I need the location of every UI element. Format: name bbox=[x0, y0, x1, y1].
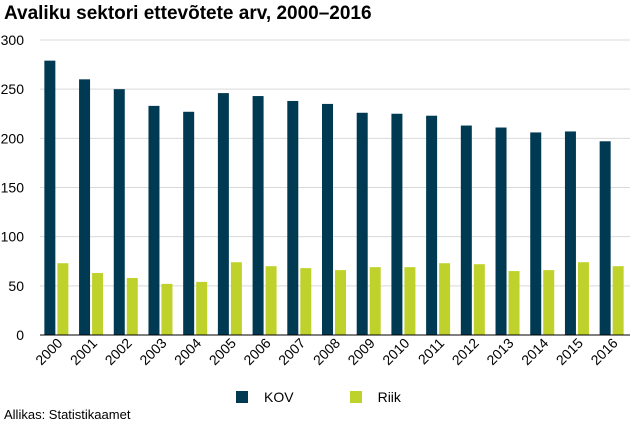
chart-title: Avaliku sektori ettevõtete arv, 2000–201… bbox=[4, 3, 372, 24]
bar-kov-2016 bbox=[599, 141, 611, 335]
y-tick-label: 100 bbox=[1, 229, 25, 245]
bar-kov-2002 bbox=[113, 89, 125, 336]
bar-kov-2011 bbox=[426, 115, 438, 335]
y-tick-label: 0 bbox=[16, 327, 24, 343]
bar-riik-2009 bbox=[369, 267, 381, 335]
bar-riik-2015 bbox=[577, 262, 589, 335]
bar-kov-2009 bbox=[356, 112, 368, 336]
y-tick-label: 150 bbox=[1, 180, 25, 196]
bar-riik-2005 bbox=[230, 262, 242, 335]
x-tick-label: 2000 bbox=[32, 335, 65, 368]
bar-riik-2012 bbox=[473, 264, 485, 335]
bar-riik-2004 bbox=[196, 281, 208, 335]
y-tick-label: 200 bbox=[1, 130, 25, 146]
x-tick-label: 2012 bbox=[449, 335, 482, 368]
bar-riik-2002 bbox=[126, 277, 138, 335]
bar-riik-2013 bbox=[508, 271, 520, 335]
bar-kov-2006 bbox=[252, 96, 264, 335]
legend-label-kov: KOV bbox=[264, 389, 294, 405]
x-tick-label: 2015 bbox=[553, 335, 586, 368]
legend-swatch-kov bbox=[236, 391, 248, 403]
legend: KOV Riik bbox=[236, 387, 457, 407]
bar-kov-2012 bbox=[460, 125, 472, 335]
x-tick-label: 2011 bbox=[415, 335, 448, 368]
x-tick-label: 2016 bbox=[587, 335, 620, 368]
bar-kov-2010 bbox=[391, 113, 403, 335]
x-tick-label: 2002 bbox=[102, 335, 135, 368]
x-tick-label: 2001 bbox=[67, 335, 100, 368]
x-tick-label: 2007 bbox=[275, 335, 308, 368]
y-tick-label: 250 bbox=[1, 81, 25, 97]
y-tick-label: 50 bbox=[8, 278, 24, 294]
x-tick-label: 2014 bbox=[518, 335, 551, 368]
bar-kov-2008 bbox=[322, 103, 333, 336]
legend-label-riik: Riik bbox=[377, 389, 401, 405]
x-tick-label: 2010 bbox=[379, 335, 412, 368]
bar-kov-2003 bbox=[148, 105, 160, 335]
bar-kov-2007 bbox=[287, 100, 299, 335]
bar-kov-2001 bbox=[79, 79, 91, 335]
legend-item-riik: Riik bbox=[349, 389, 401, 405]
bar-kov-2000 bbox=[44, 60, 56, 336]
bar-kov-2014 bbox=[530, 132, 542, 335]
bar-riik-2003 bbox=[161, 283, 173, 335]
legend-swatch-riik bbox=[349, 391, 362, 403]
y-tick-label: 300 bbox=[1, 32, 25, 48]
bar-riik-2011 bbox=[439, 263, 451, 335]
bar-riik-2014 bbox=[543, 270, 555, 335]
legend-item-kov: KOV bbox=[236, 389, 294, 405]
bar-riik-2001 bbox=[92, 273, 104, 335]
bar-riik-2006 bbox=[265, 266, 277, 335]
x-tick-label: 2004 bbox=[171, 335, 204, 368]
x-tick-label: 2005 bbox=[206, 335, 239, 368]
bar-kov-2005 bbox=[217, 93, 229, 335]
x-tick-label: 2013 bbox=[483, 335, 516, 368]
x-tick-label: 2008 bbox=[310, 335, 343, 368]
bar-kov-2004 bbox=[183, 111, 195, 336]
x-tick-label: 2006 bbox=[240, 335, 273, 368]
bar-riik-2016 bbox=[612, 266, 624, 335]
bar-riik-2008 bbox=[335, 270, 346, 335]
bar-riik-2000 bbox=[57, 263, 69, 335]
x-tick-label: 2003 bbox=[136, 335, 169, 368]
source-note: Allikas: Statistikaamet bbox=[4, 407, 131, 422]
bar-riik-2007 bbox=[300, 268, 312, 335]
x-tick-label: 2009 bbox=[344, 335, 377, 368]
bar-kov-2015 bbox=[564, 131, 576, 335]
bar-riik-2010 bbox=[404, 267, 416, 335]
bar-kov-2013 bbox=[495, 127, 507, 336]
